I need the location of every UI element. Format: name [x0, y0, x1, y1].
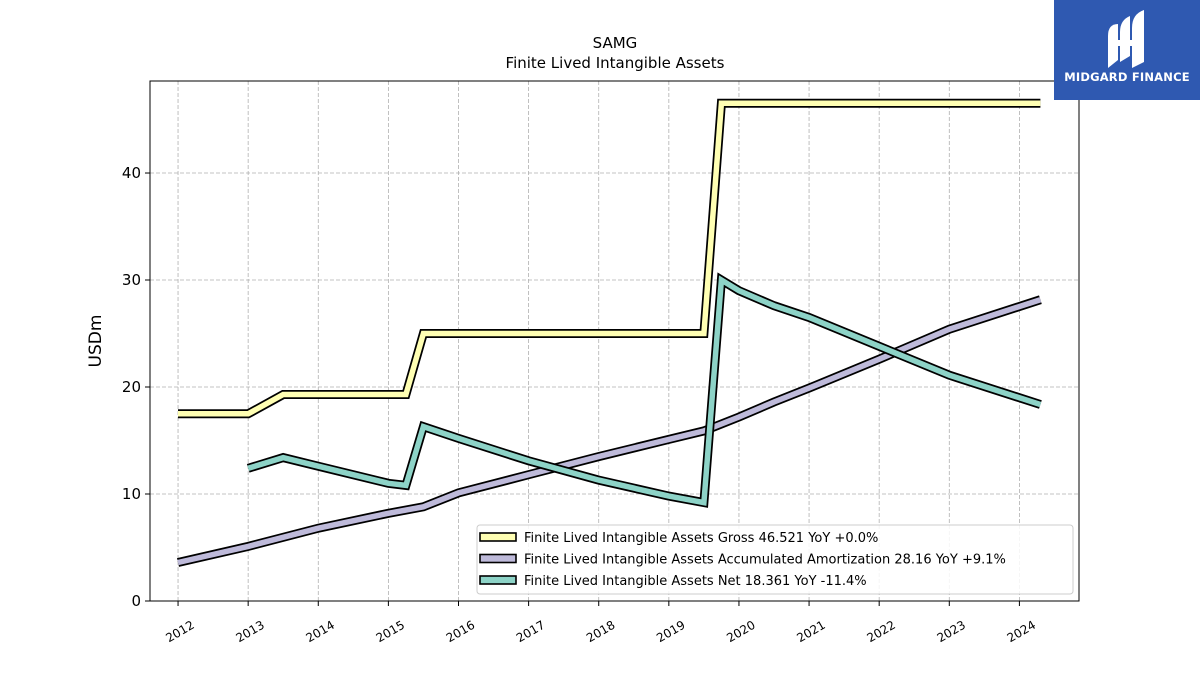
y-axis-label: USDm — [86, 315, 106, 368]
y-tick-label: 20 — [122, 378, 141, 396]
legend-swatch — [479, 553, 517, 564]
x-tick-label: 2020 — [724, 618, 757, 645]
legend-label: Finite Lived Intangible Assets Net 18.36… — [524, 574, 867, 589]
legend: Finite Lived Intangible Assets Gross 46.… — [476, 524, 1074, 595]
x-tick-label: 2019 — [654, 618, 687, 645]
y-tick-label: 0 — [131, 592, 141, 610]
chart-subtitle: Finite Lived Intangible Assets — [506, 54, 725, 72]
y-tick-label: 10 — [122, 485, 141, 503]
plot-frame — [149, 80, 1080, 602]
series-outline — [176, 295, 1042, 567]
brand-logo: MIDGARD FINANCE — [1054, 0, 1200, 100]
legend-label: Finite Lived Intangible Assets Gross 46.… — [524, 531, 878, 546]
legend-item: Finite Lived Intangible Assets Accumulat… — [479, 553, 1006, 568]
y-tick-label: 40 — [122, 164, 141, 182]
series-stroke — [178, 100, 1041, 417]
legend-swatch — [479, 575, 517, 585]
legend-item: Finite Lived Intangible Assets Net 18.36… — [479, 574, 867, 589]
legend-item: Finite Lived Intangible Assets Gross 46.… — [479, 531, 878, 546]
x-tick-label: 2024 — [1005, 618, 1038, 645]
chart-title: SAMG — [593, 34, 638, 52]
legend-swatch — [479, 532, 517, 542]
x-tick-label: 2022 — [864, 618, 897, 645]
brand-name: MIDGARD FINANCE — [1064, 70, 1190, 84]
legend-box — [476, 524, 1074, 595]
x-tick-label: 2013 — [233, 618, 266, 645]
series-stroke — [247, 275, 1042, 506]
y-tick-label: 30 — [122, 271, 141, 289]
x-tick-label: 2017 — [514, 618, 547, 645]
series-2-line — [176, 295, 1042, 567]
x-tick-label: 2012 — [163, 618, 196, 645]
x-tick-label: 2023 — [935, 618, 968, 645]
grid — [150, 81, 1079, 601]
midgard-logo-icon — [1108, 10, 1144, 68]
x-tick-label: 2016 — [444, 618, 477, 645]
series-outline — [178, 98, 1041, 419]
series-1-line — [178, 98, 1041, 419]
legend-label: Finite Lived Intangible Assets Accumulat… — [524, 553, 1006, 568]
series-3-line — [246, 272, 1042, 508]
x-tick-label: 2014 — [304, 618, 337, 645]
series-stroke — [177, 297, 1042, 566]
series-lines — [176, 98, 1042, 567]
x-tick-label: 2021 — [794, 618, 827, 645]
x-tick-label: 2015 — [374, 618, 407, 645]
x-tick-label: 2018 — [584, 618, 617, 645]
